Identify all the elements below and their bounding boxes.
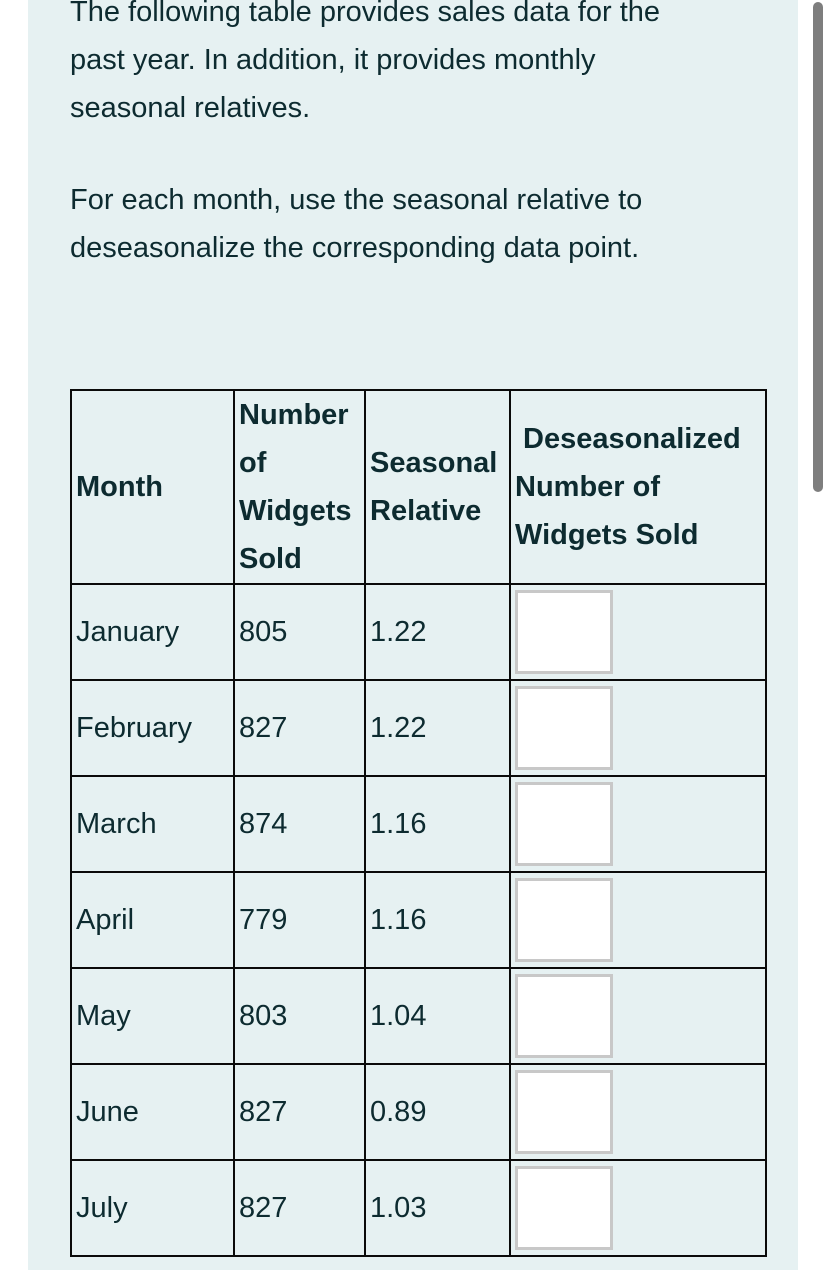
table-row: July 827 1.03 [70, 1159, 767, 1257]
month-cell: January [70, 583, 235, 681]
table-row: January 805 1.22 [70, 583, 767, 681]
answer-input-july[interactable] [515, 1166, 613, 1250]
answer-cell [509, 679, 767, 777]
sales-data-table: Month Number of Widgets Sold Seasonal Re… [70, 389, 767, 1257]
seasonal-relative-cell: 0.89 [364, 1063, 511, 1161]
answer-input-may[interactable] [515, 974, 613, 1058]
answer-input-june[interactable] [515, 1070, 613, 1154]
header-month: Month [70, 389, 235, 585]
widgets-sold-cell: 827 [233, 679, 366, 777]
answer-cell [509, 583, 767, 681]
intro-paragraph-2: For each month, use the seasonal relativ… [70, 176, 760, 272]
table-row: March 874 1.16 [70, 775, 767, 873]
month-cell: June [70, 1063, 235, 1161]
widgets-sold-cell: 779 [233, 871, 366, 969]
answer-cell [509, 871, 767, 969]
answer-cell [509, 775, 767, 873]
seasonal-relative-cell: 1.03 [364, 1159, 511, 1257]
answer-cell [509, 1063, 767, 1161]
widgets-sold-cell: 827 [233, 1159, 366, 1257]
seasonal-relative-cell: 1.04 [364, 967, 511, 1065]
scrollbar-thumb[interactable] [813, 2, 823, 492]
question-text: The following table provides sales data … [70, 0, 760, 272]
intro-line: past year. In addition, it provides mont… [70, 44, 596, 76]
seasonal-relative-cell: 1.16 [364, 775, 511, 873]
month-cell: February [70, 679, 235, 777]
intro-line: deseasonalize the corresponding data poi… [70, 232, 640, 264]
widgets-sold-cell: 827 [233, 1063, 366, 1161]
table-row: June 827 0.89 [70, 1063, 767, 1161]
seasonal-relative-cell: 1.22 [364, 583, 511, 681]
answer-cell [509, 967, 767, 1065]
seasonal-relative-cell: 1.22 [364, 679, 511, 777]
widgets-sold-cell: 805 [233, 583, 366, 681]
answer-cell [509, 1159, 767, 1257]
table-header-row: Month Number of Widgets Sold Seasonal Re… [70, 389, 767, 585]
intro-line: For each month, use the seasonal relativ… [70, 184, 643, 216]
intro-line: The following table provides sales data … [70, 0, 661, 28]
answer-input-march[interactable] [515, 782, 613, 866]
month-cell: May [70, 967, 235, 1065]
scrollbar-track[interactable] [798, 0, 828, 1270]
header-widgets-sold: Number of Widgets Sold [233, 389, 366, 585]
answer-input-january[interactable] [515, 590, 613, 674]
answer-input-february[interactable] [515, 686, 613, 770]
table-row: April 779 1.16 [70, 871, 767, 969]
intro-paragraph-1: The following table provides sales data … [70, 0, 760, 132]
month-cell: April [70, 871, 235, 969]
month-cell: March [70, 775, 235, 873]
seasonal-relative-cell: 1.16 [364, 871, 511, 969]
widgets-sold-cell: 803 [233, 967, 366, 1065]
intro-line: seasonal relatives. [70, 92, 311, 124]
widgets-sold-cell: 874 [233, 775, 366, 873]
header-seasonal-relative: Seasonal Relative [364, 389, 511, 585]
table-row: February 827 1.22 [70, 679, 767, 777]
month-cell: July [70, 1159, 235, 1257]
header-deseasonalized: Deseasonalized Number of Widgets Sold [509, 389, 767, 585]
answer-input-april[interactable] [515, 878, 613, 962]
table-row: May 803 1.04 [70, 967, 767, 1065]
